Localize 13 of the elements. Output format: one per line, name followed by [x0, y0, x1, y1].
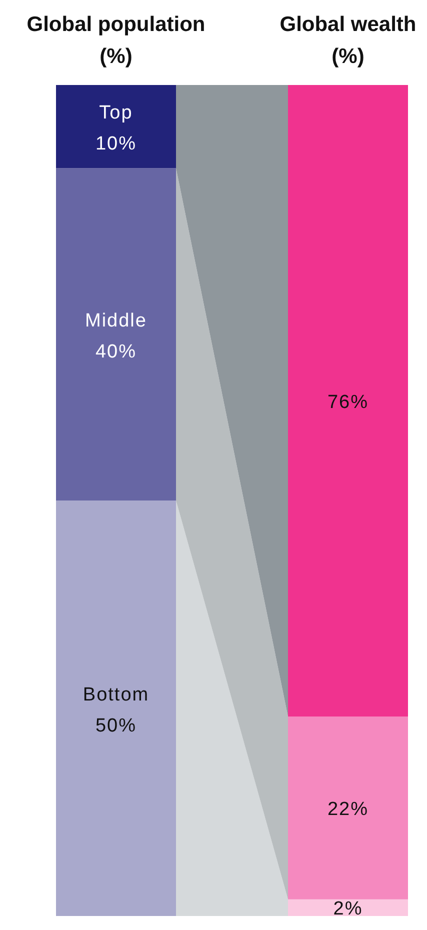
bar — [288, 899, 408, 916]
series-label: Bottom — [82, 684, 150, 706]
data-label: 22% — [327, 798, 369, 820]
x-tick-label: Global wealth (%) — [280, 13, 416, 68]
data-label: 40% — [95, 341, 137, 362]
data-label: 76% — [327, 392, 369, 413]
data-label: 10% — [95, 134, 137, 155]
x-tick-label: Global population (%) — [26, 13, 206, 68]
data-label: 50% — [95, 715, 137, 736]
bar — [56, 85, 176, 168]
series-label: Middle — [85, 310, 147, 332]
series-label: Top — [99, 102, 133, 124]
data-label: 2% — [333, 898, 363, 920]
